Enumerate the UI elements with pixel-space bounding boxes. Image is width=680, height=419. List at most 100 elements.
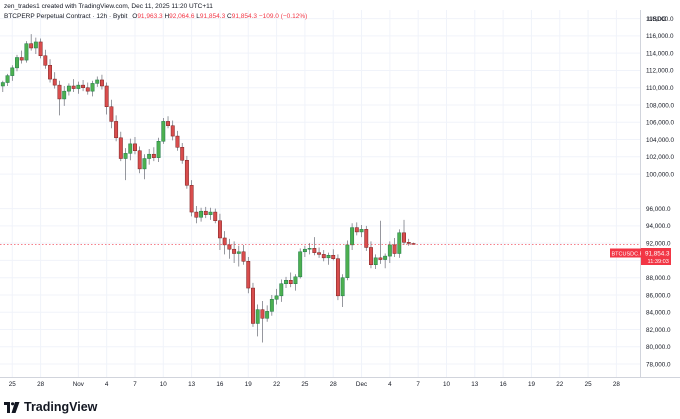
candle-body-up bbox=[269, 299, 274, 312]
candle bbox=[307, 243, 312, 255]
candle-body-down bbox=[137, 150, 142, 170]
time-axis[interactable]: 25 28 Nov 4 7 10 13 16 19 22 25 28 Dec 4 7 10 13 16 19 22 25… bbox=[9, 381, 621, 388]
candle bbox=[227, 238, 232, 259]
candle-body-up bbox=[0, 82, 5, 87]
legend-line: BTCPERP Perpetual Contract · 12h · Bybit… bbox=[4, 13, 307, 20]
time-tick-label: 19 bbox=[528, 381, 536, 388]
tradingview-logo[interactable]: TradingView bbox=[4, 398, 97, 416]
candle-body-down bbox=[354, 227, 359, 233]
candle-body-down bbox=[331, 254, 336, 259]
ohlc-close-label: C bbox=[227, 13, 232, 20]
candle bbox=[128, 138, 133, 161]
time-tick-label: 22 bbox=[556, 381, 564, 388]
candle bbox=[10, 65, 15, 81]
candlestick-series bbox=[0, 34, 416, 343]
time-tick-label: 13 bbox=[188, 381, 196, 388]
candle-body-up bbox=[383, 255, 388, 260]
candle bbox=[241, 244, 246, 265]
candle bbox=[373, 254, 378, 270]
candle bbox=[194, 206, 199, 224]
candle-body-up bbox=[293, 276, 298, 284]
candle-body-up bbox=[95, 79, 100, 84]
candle-body-down bbox=[99, 79, 104, 87]
ohlc-open-label: O bbox=[132, 13, 138, 20]
candle bbox=[246, 256, 251, 294]
candle bbox=[317, 247, 322, 258]
candle bbox=[387, 241, 392, 264]
candle-body-down bbox=[189, 185, 194, 213]
price-tick-label: 102,000.0 bbox=[646, 154, 675, 161]
candle bbox=[378, 220, 383, 264]
candle bbox=[321, 250, 326, 262]
candle bbox=[57, 80, 62, 116]
time-tick-label: 25 bbox=[585, 381, 593, 388]
ohlc-change: −109.0 (−0.12%) bbox=[258, 13, 308, 20]
candle-body-up bbox=[350, 227, 355, 246]
candle bbox=[33, 37, 38, 55]
candle-body-up bbox=[340, 277, 345, 297]
candle bbox=[142, 154, 147, 180]
price-axis[interactable]: 78,000.0 80,000.0 82,000.0 84,000.0 86,000.0… bbox=[646, 16, 675, 368]
candle-body-down bbox=[241, 251, 246, 262]
price-tick-label: 116,000.0 bbox=[646, 33, 674, 40]
candle-body-down bbox=[118, 137, 123, 159]
candle bbox=[279, 279, 284, 302]
price-tick-label: 104,000.0 bbox=[646, 137, 675, 144]
time-tick-label: 4 bbox=[105, 381, 109, 388]
candle bbox=[364, 225, 369, 251]
candle-body-down bbox=[170, 125, 175, 137]
price-tick-label: 88,000.0 bbox=[646, 275, 671, 282]
candle-body-up bbox=[147, 153, 152, 159]
time-tick-label: 16 bbox=[216, 381, 224, 388]
candle-body-down bbox=[312, 248, 317, 253]
candle bbox=[104, 82, 109, 115]
candle bbox=[302, 245, 307, 257]
candle bbox=[397, 229, 402, 258]
candle-body-down bbox=[52, 78, 57, 86]
candle-body-up bbox=[387, 244, 392, 257]
candle bbox=[170, 120, 175, 141]
candle-body-down bbox=[227, 244, 232, 250]
ohlc-open: 91,963.3 bbox=[137, 13, 163, 20]
created-by-text: zen_trades1 created with TradingView.com… bbox=[4, 3, 213, 10]
time-tick-label: 25 bbox=[301, 381, 309, 388]
price-tick-label: 110,000.0 bbox=[646, 85, 674, 92]
candle-body-up bbox=[161, 121, 166, 142]
candle bbox=[76, 81, 81, 94]
candle-body-down bbox=[57, 84, 62, 100]
price-tick-label: 96,000.0 bbox=[646, 206, 671, 213]
candle-body-down bbox=[133, 143, 137, 152]
candle-body-up bbox=[373, 257, 378, 265]
candle-body-up bbox=[156, 141, 161, 158]
candle bbox=[284, 276, 288, 289]
price-tick-label: 78,000.0 bbox=[646, 361, 671, 368]
candle bbox=[85, 82, 90, 95]
candle-body-up bbox=[199, 210, 204, 218]
last-price-symbol: BTCUSDC.P bbox=[612, 252, 644, 258]
candle-body-up bbox=[345, 244, 350, 278]
candle bbox=[232, 241, 237, 264]
price-axis-currency[interactable]: USDC bbox=[648, 16, 667, 23]
candle-body-down bbox=[85, 87, 90, 92]
price-tick-label: 92,000.0 bbox=[646, 240, 671, 247]
candle-body-down bbox=[260, 309, 265, 319]
candle-body-down bbox=[406, 242, 411, 244]
price-tick-label: 100,000.0 bbox=[646, 171, 675, 178]
candle bbox=[392, 237, 397, 257]
candle bbox=[99, 74, 104, 90]
candle bbox=[345, 240, 350, 281]
candle-body-up bbox=[62, 90, 67, 100]
candle bbox=[137, 146, 142, 174]
ohlc-high: 92,064.6 bbox=[169, 13, 195, 20]
candle-body-down bbox=[175, 135, 180, 148]
price-tick-label: 114,000.0 bbox=[646, 50, 674, 57]
candle bbox=[335, 254, 340, 301]
time-tick-label: 13 bbox=[471, 381, 479, 388]
time-tick-label: 28 bbox=[330, 381, 338, 388]
candle-body-down bbox=[378, 257, 383, 260]
candle bbox=[81, 79, 86, 92]
candle-body-up bbox=[265, 311, 270, 319]
candle bbox=[236, 245, 241, 267]
candle bbox=[213, 208, 218, 224]
